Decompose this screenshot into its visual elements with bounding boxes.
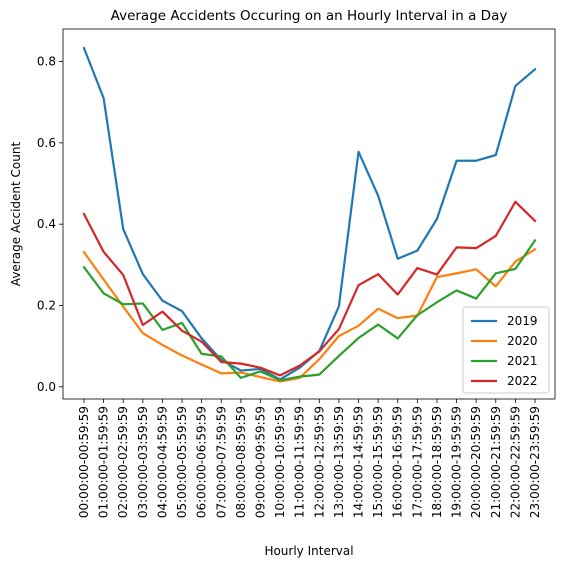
x-tick-label: 16:00:00-16:59:59 bbox=[391, 406, 405, 518]
x-tick-label: 05:00:00-05:59:59 bbox=[175, 406, 189, 518]
y-tick-label: 0.8 bbox=[37, 55, 56, 69]
y-tick-label: 0.0 bbox=[37, 380, 56, 394]
x-tick-label: 01:00:00-01:59:59 bbox=[97, 406, 111, 518]
legend: 2019 2020 2021 2022 bbox=[463, 307, 549, 393]
x-tick-label: 11:00:00-11:59:59 bbox=[293, 406, 307, 518]
y-tick-label: 0.6 bbox=[37, 136, 56, 150]
x-tick-label: 00:00:00-00:59:59 bbox=[77, 406, 91, 518]
x-tick-label: 06:00:00-06:59:59 bbox=[195, 406, 209, 518]
x-tick-label: 23:00:00-23:59:59 bbox=[528, 406, 542, 518]
x-tick-label: 22:00:00-22:59:59 bbox=[508, 406, 522, 518]
y-tick-label: 0.2 bbox=[37, 298, 56, 312]
x-tick-label: 10:00:00-10:59:59 bbox=[273, 406, 287, 518]
x-tick-label: 12:00:00-12:59:59 bbox=[312, 406, 326, 518]
x-axis: 00:00:00-00:59:59 01:00:00-01:59:59 02:00:… bbox=[77, 399, 542, 518]
y-tick-label: 0.4 bbox=[37, 217, 56, 231]
x-tick-label: 09:00:00-09:59:59 bbox=[253, 406, 267, 518]
x-tick-label: 18:00:00-18:59:59 bbox=[430, 406, 444, 518]
y-axis-label: Average Accident Count bbox=[9, 142, 23, 287]
x-tick-label: 14:00:00-14:59:59 bbox=[352, 406, 366, 518]
x-axis-label: Hourly Interval bbox=[264, 544, 353, 558]
legend-label: 2019 bbox=[507, 314, 538, 328]
x-tick-label: 21:00:00-21:59:59 bbox=[489, 406, 503, 518]
y-axis: 0.0 0.2 0.4 0.6 0.8 bbox=[37, 55, 63, 394]
legend-label: 2022 bbox=[507, 374, 538, 388]
x-tick-label: 08:00:00-08:59:59 bbox=[234, 406, 248, 518]
x-tick-label: 02:00:00-02:59:59 bbox=[116, 406, 130, 518]
legend-label: 2021 bbox=[507, 354, 538, 368]
x-tick-label: 13:00:00-13:59:59 bbox=[332, 406, 346, 518]
legend-label: 2020 bbox=[507, 334, 538, 348]
x-tick-label: 04:00:00-04:59:59 bbox=[155, 406, 169, 518]
x-tick-label: 19:00:00-19:59:59 bbox=[450, 406, 464, 518]
chart-title: Average Accidents Occuring on an Hourly … bbox=[111, 8, 508, 24]
x-tick-label: 07:00:00-07:59:59 bbox=[214, 406, 228, 518]
x-tick-label: 17:00:00-17:59:59 bbox=[410, 406, 424, 518]
x-tick-label: 15:00:00-15:59:59 bbox=[371, 406, 385, 518]
x-tick-label: 03:00:00-03:59:59 bbox=[136, 406, 150, 518]
x-tick-label: 20:00:00-20:59:59 bbox=[469, 406, 483, 518]
